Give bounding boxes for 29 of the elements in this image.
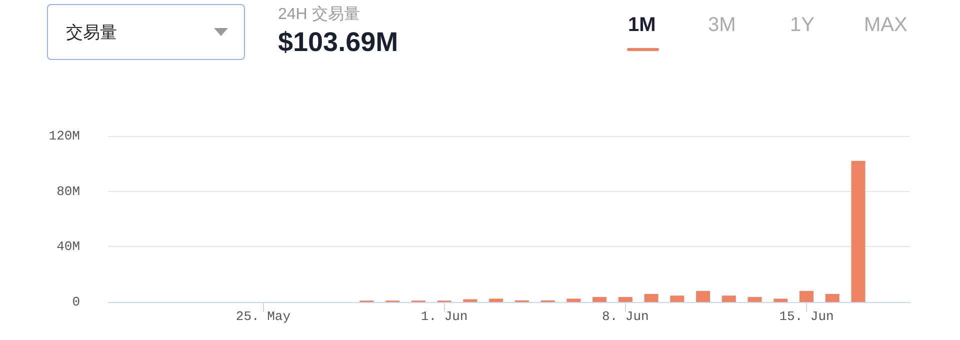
bar (774, 298, 788, 302)
text: 1Y (790, 14, 814, 37)
bar (800, 290, 814, 302)
bar (566, 298, 581, 302)
x-tick-label: 15. Jun (779, 309, 834, 324)
bar (592, 297, 607, 302)
text: 交易量 (47, 4, 245, 60)
y-tick-label: 80M (56, 184, 80, 199)
x-tick-label: 25. May (236, 309, 291, 324)
y-tick-label: 40M (56, 239, 80, 254)
text: MAX (864, 14, 908, 37)
bar (670, 296, 684, 302)
bar (463, 299, 478, 302)
y-tick-label: 120M (48, 128, 80, 144)
bar (851, 160, 866, 302)
bar (696, 290, 710, 302)
bar (618, 297, 632, 302)
y-tick-label: 0 (72, 294, 80, 310)
bar (722, 296, 736, 302)
chart-title: $103.69M (278, 27, 398, 58)
chart-subtitle: 24H 交易量 (278, 4, 360, 25)
text: 3M (708, 14, 736, 37)
bar (825, 294, 840, 302)
bar (748, 297, 762, 302)
bar (644, 294, 658, 302)
text: 1M (628, 14, 656, 37)
bar (489, 298, 504, 302)
x-tick-label: 8. Jun (602, 309, 649, 324)
x-tick-label: 1. Jun (420, 309, 468, 324)
